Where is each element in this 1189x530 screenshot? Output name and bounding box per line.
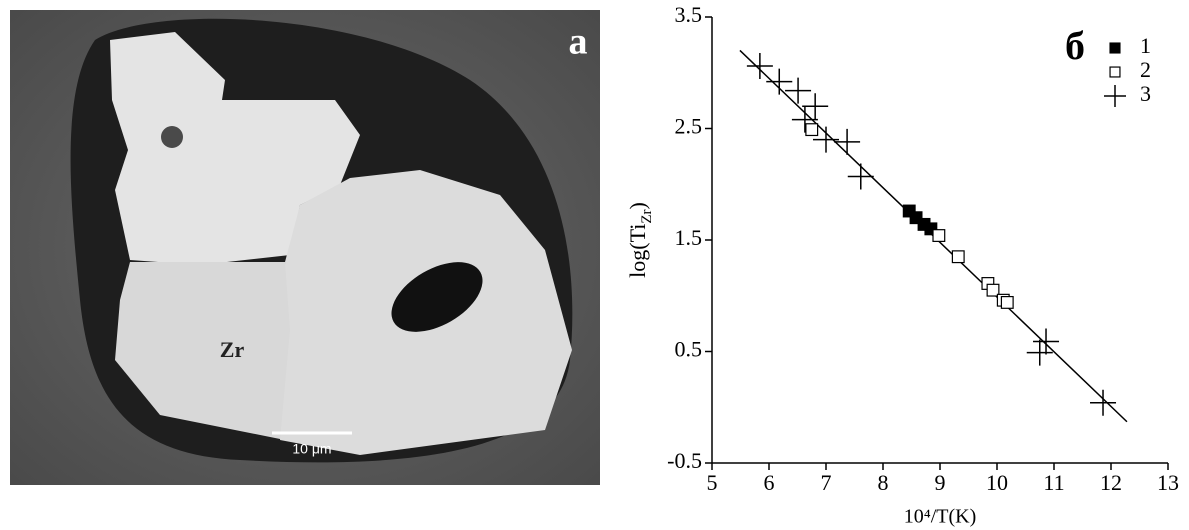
annotation: Zr xyxy=(220,337,245,362)
y-tick-label: -0.5 xyxy=(667,448,702,473)
y-tick-label: 1.5 xyxy=(675,225,703,250)
square-marker xyxy=(909,211,923,225)
inclusion xyxy=(391,262,483,332)
square-marker xyxy=(986,283,1000,297)
plus-marker xyxy=(1033,328,1060,355)
square-marker xyxy=(951,250,965,264)
plus-marker xyxy=(1090,389,1117,416)
legend-marker xyxy=(1104,85,1126,107)
x-axis-label: 10⁴/T(K) xyxy=(904,506,977,528)
plus-marker xyxy=(746,53,773,80)
x-tick-label: 6 xyxy=(764,470,775,495)
legend-marker xyxy=(1109,66,1121,78)
square-marker xyxy=(924,222,938,236)
y-axis-label: log(TiZr) xyxy=(625,202,655,278)
scale-bar-label: 10 μm xyxy=(292,441,331,457)
x-tick-label: 12 xyxy=(1100,470,1122,495)
square-marker xyxy=(932,229,946,242)
panel-label: a xyxy=(569,21,588,63)
legend-label: 3 xyxy=(1140,81,1151,106)
plus-marker xyxy=(834,128,861,155)
x-tick-label: 7 xyxy=(821,470,832,495)
grain-upper xyxy=(110,32,360,265)
plus-marker xyxy=(847,163,874,190)
x-tick-label: 8 xyxy=(878,470,889,495)
y-tick-label: 3.5 xyxy=(675,2,703,27)
x-tick-label: 9 xyxy=(935,470,946,495)
x-tick-label: 11 xyxy=(1043,470,1064,495)
panel-label: б xyxy=(1065,23,1085,68)
y-tick-label: 0.5 xyxy=(675,337,703,362)
plus-marker xyxy=(1026,339,1053,366)
micrograph: 10 μm Zr a xyxy=(10,10,600,485)
plus-marker xyxy=(802,93,829,120)
plus-marker xyxy=(766,68,793,95)
legend-label: 2 xyxy=(1140,57,1151,82)
x-tick-label: 5 xyxy=(707,470,718,495)
plus-marker xyxy=(791,106,818,133)
y-axis-label-part: Zr xyxy=(639,209,655,223)
legend-marker xyxy=(1109,42,1121,54)
grain-lower xyxy=(115,262,300,440)
x-tick-label: 13 xyxy=(1157,470,1179,495)
chart: -0.50.51.52.53.55 6 7 8 9 10 11 12 1310⁴/T(K)log… xyxy=(625,2,1179,528)
y-axis-label-part: log(Ti xyxy=(625,224,650,278)
square-marker xyxy=(1000,295,1014,309)
plus-marker xyxy=(785,77,812,104)
legend-label: 1 xyxy=(1140,33,1151,58)
inclusion xyxy=(161,126,183,148)
y-tick-label: 2.5 xyxy=(675,114,703,139)
x-tick-label: 10 xyxy=(986,470,1008,495)
square-marker xyxy=(805,123,819,137)
square-marker xyxy=(902,204,916,218)
plus-marker xyxy=(813,126,839,153)
y-axis-label-part: ) xyxy=(625,202,650,209)
